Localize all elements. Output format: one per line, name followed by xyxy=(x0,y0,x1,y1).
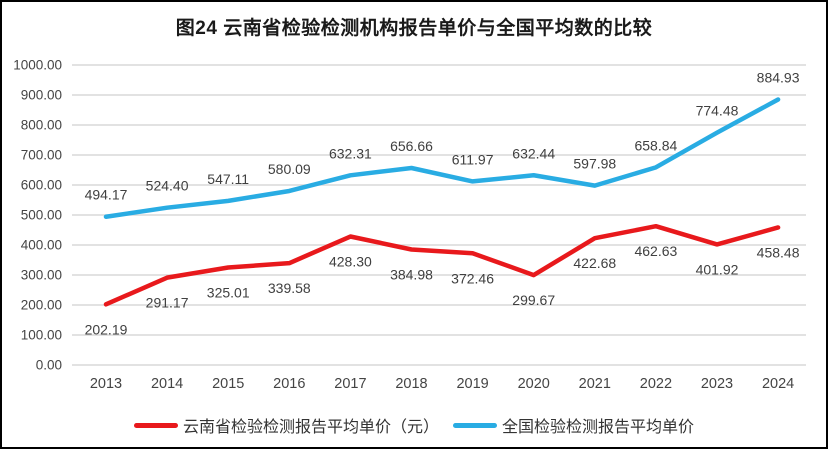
x-axis-tick-label: 2018 xyxy=(395,376,427,392)
y-axis-tick-label: 700.00 xyxy=(21,148,62,163)
data-label: 494.17 xyxy=(85,187,128,203)
data-label: 580.09 xyxy=(268,161,311,177)
data-label: 428.30 xyxy=(329,254,372,270)
y-axis-tick-label: 0.00 xyxy=(36,358,62,373)
y-axis-tick-label: 600.00 xyxy=(21,178,62,193)
data-label: 372.46 xyxy=(451,270,494,286)
data-label: 774.48 xyxy=(696,103,739,119)
national-series-marker-icon xyxy=(453,422,497,428)
data-label: 632.31 xyxy=(329,145,372,161)
data-label: 658.84 xyxy=(634,137,677,153)
x-axis-tick-label: 2022 xyxy=(640,376,672,392)
y-axis-tick-label: 400.00 xyxy=(21,238,62,253)
x-axis-tick-label: 2019 xyxy=(456,376,488,392)
data-label: 611.97 xyxy=(452,151,494,167)
series-line-0 xyxy=(103,223,781,307)
x-axis-tick-label: 2017 xyxy=(334,376,366,392)
x-axis-tick-label: 2024 xyxy=(762,376,794,392)
y-axis-tick-label: 800.00 xyxy=(21,118,62,133)
data-label: 462.63 xyxy=(634,243,677,259)
data-label: 325.01 xyxy=(207,284,250,300)
y-axis-tick-label: 200.00 xyxy=(21,298,62,313)
data-label: 458.48 xyxy=(757,244,800,260)
series-line-1 xyxy=(103,97,781,219)
data-label: 339.58 xyxy=(268,280,311,296)
yunnan-series-marker-icon xyxy=(133,422,178,428)
data-label: 524.40 xyxy=(146,178,189,194)
x-axis-tick-label: 2014 xyxy=(151,376,183,392)
data-label: 547.11 xyxy=(207,171,249,187)
y-axis-tick-label: 500.00 xyxy=(21,208,62,223)
data-label: 299.67 xyxy=(512,292,555,308)
legend-item-yunnan: 云南省检验检测报告平均单价（元） xyxy=(133,413,439,437)
x-axis-tick-label: 2013 xyxy=(90,376,122,392)
legend-label-national: 全国检验检测报告平均单价 xyxy=(502,419,695,436)
data-label: 422.68 xyxy=(573,255,616,271)
data-label: 632.44 xyxy=(512,145,555,161)
y-axis-tick-label: 900.00 xyxy=(21,88,62,103)
x-axis-tick-label: 2020 xyxy=(518,376,550,392)
y-axis-tick-label: 100.00 xyxy=(21,328,62,343)
y-axis-tick-label: 300.00 xyxy=(21,268,62,283)
x-axis-tick-label: 2016 xyxy=(273,376,305,392)
legend-label-yunnan: 云南省检验检测报告平均单价（元） xyxy=(182,419,439,436)
legend-item-national: 全国检验检测报告平均单价 xyxy=(453,413,694,437)
data-label: 384.98 xyxy=(390,267,433,283)
y-axis-tick-label: 1000.00 xyxy=(13,58,62,73)
data-label: 401.92 xyxy=(696,261,739,277)
x-axis-tick-label: 2023 xyxy=(701,376,733,392)
x-axis-tick-label: 2021 xyxy=(579,376,611,392)
data-label: 291.17 xyxy=(146,295,189,311)
x-axis-tick-label: 2015 xyxy=(212,376,244,392)
chart-legend: 云南省检验检测报告平均单价（元） 全国检验检测报告平均单价 xyxy=(2,413,826,437)
data-label: 202.19 xyxy=(85,321,128,337)
data-label: 597.98 xyxy=(573,156,616,172)
data-label: 884.93 xyxy=(757,70,800,86)
chart-title: 图24 云南省检验检测机构报告单价与全国平均数的比较 xyxy=(175,18,653,39)
data-label: 656.66 xyxy=(390,138,433,154)
